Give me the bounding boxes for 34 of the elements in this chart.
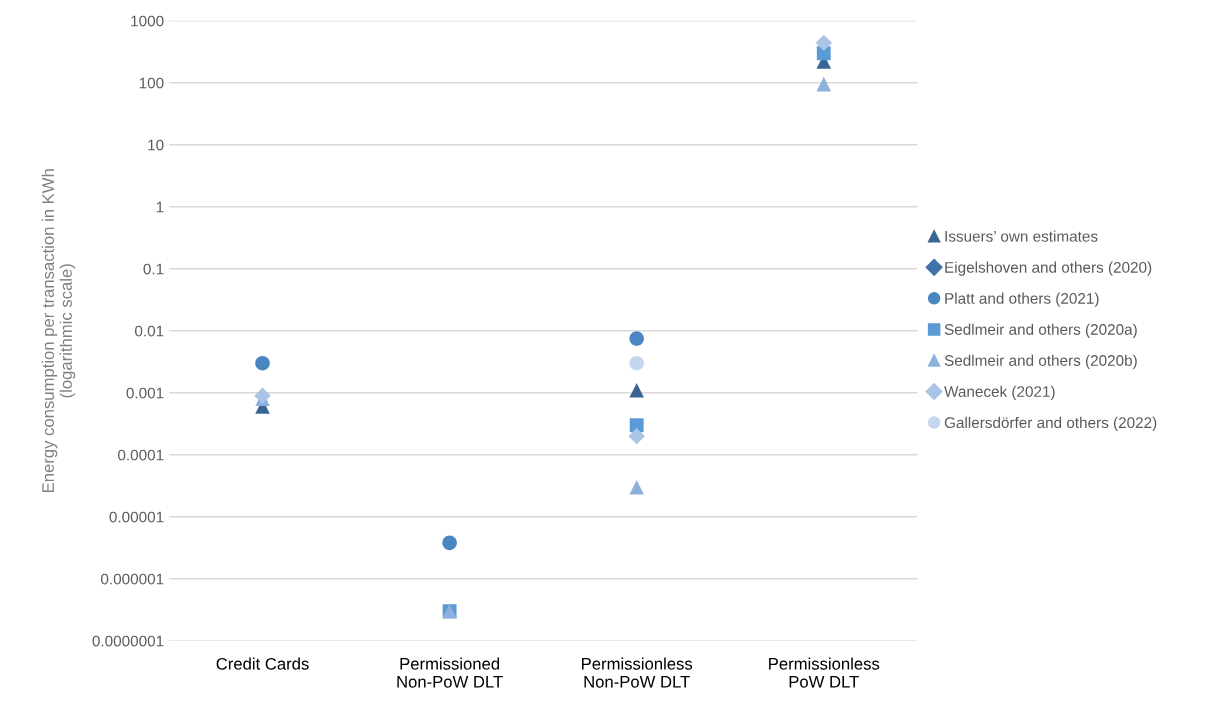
y-tick-label: 1000 xyxy=(131,15,164,27)
y-tick-label: 10 xyxy=(148,139,164,151)
y-tick-label: 0.0001 xyxy=(117,449,164,461)
y-tick-label: 0.1 xyxy=(143,263,164,275)
legend-label: Issuers’ own estimates xyxy=(945,230,1098,242)
point xyxy=(629,479,644,495)
legend-label: Gallersdörfer and others (2022) xyxy=(944,416,1157,432)
point xyxy=(255,355,270,371)
point xyxy=(816,76,832,92)
x-tick-label: Permissionless Non-PoW DLT xyxy=(582,657,693,688)
point xyxy=(442,535,457,551)
y-tick-label: 100 xyxy=(139,77,164,89)
legend-label: Sedlmeir and others (2020b) xyxy=(944,354,1137,369)
legend-label: Platt and others (2021) xyxy=(945,292,1099,307)
point xyxy=(254,387,271,404)
point xyxy=(629,355,644,371)
point xyxy=(629,382,644,398)
y-tick-label: 0.00001 xyxy=(109,511,164,523)
y-tick-label: 0.0000001 xyxy=(92,635,164,647)
legend-label: Wanecek (2021) xyxy=(944,385,1055,400)
x-tick-label: Credit Cards xyxy=(216,657,309,670)
y-tick-label: 0.000001 xyxy=(101,573,164,585)
point xyxy=(629,331,644,346)
point xyxy=(628,427,645,445)
y-tick-label: 1 xyxy=(156,201,164,213)
y-axis-title: Energy consumption per transaction in KWh (logarithmic scale) xyxy=(41,169,76,492)
x-tick-label: Permissionless PoW DLT xyxy=(769,657,880,688)
point xyxy=(815,34,832,52)
y-tick-label: 0.001 xyxy=(126,387,164,399)
y-tick-label: 0.01 xyxy=(134,325,164,337)
x-tick-label: Permissioned Non-PoW DLT xyxy=(397,657,503,688)
legend-label: Eigelshoven and others (2020) xyxy=(945,261,1152,276)
point xyxy=(629,418,644,433)
legend-label: Sedlmeir and others (2020a) xyxy=(944,323,1137,338)
